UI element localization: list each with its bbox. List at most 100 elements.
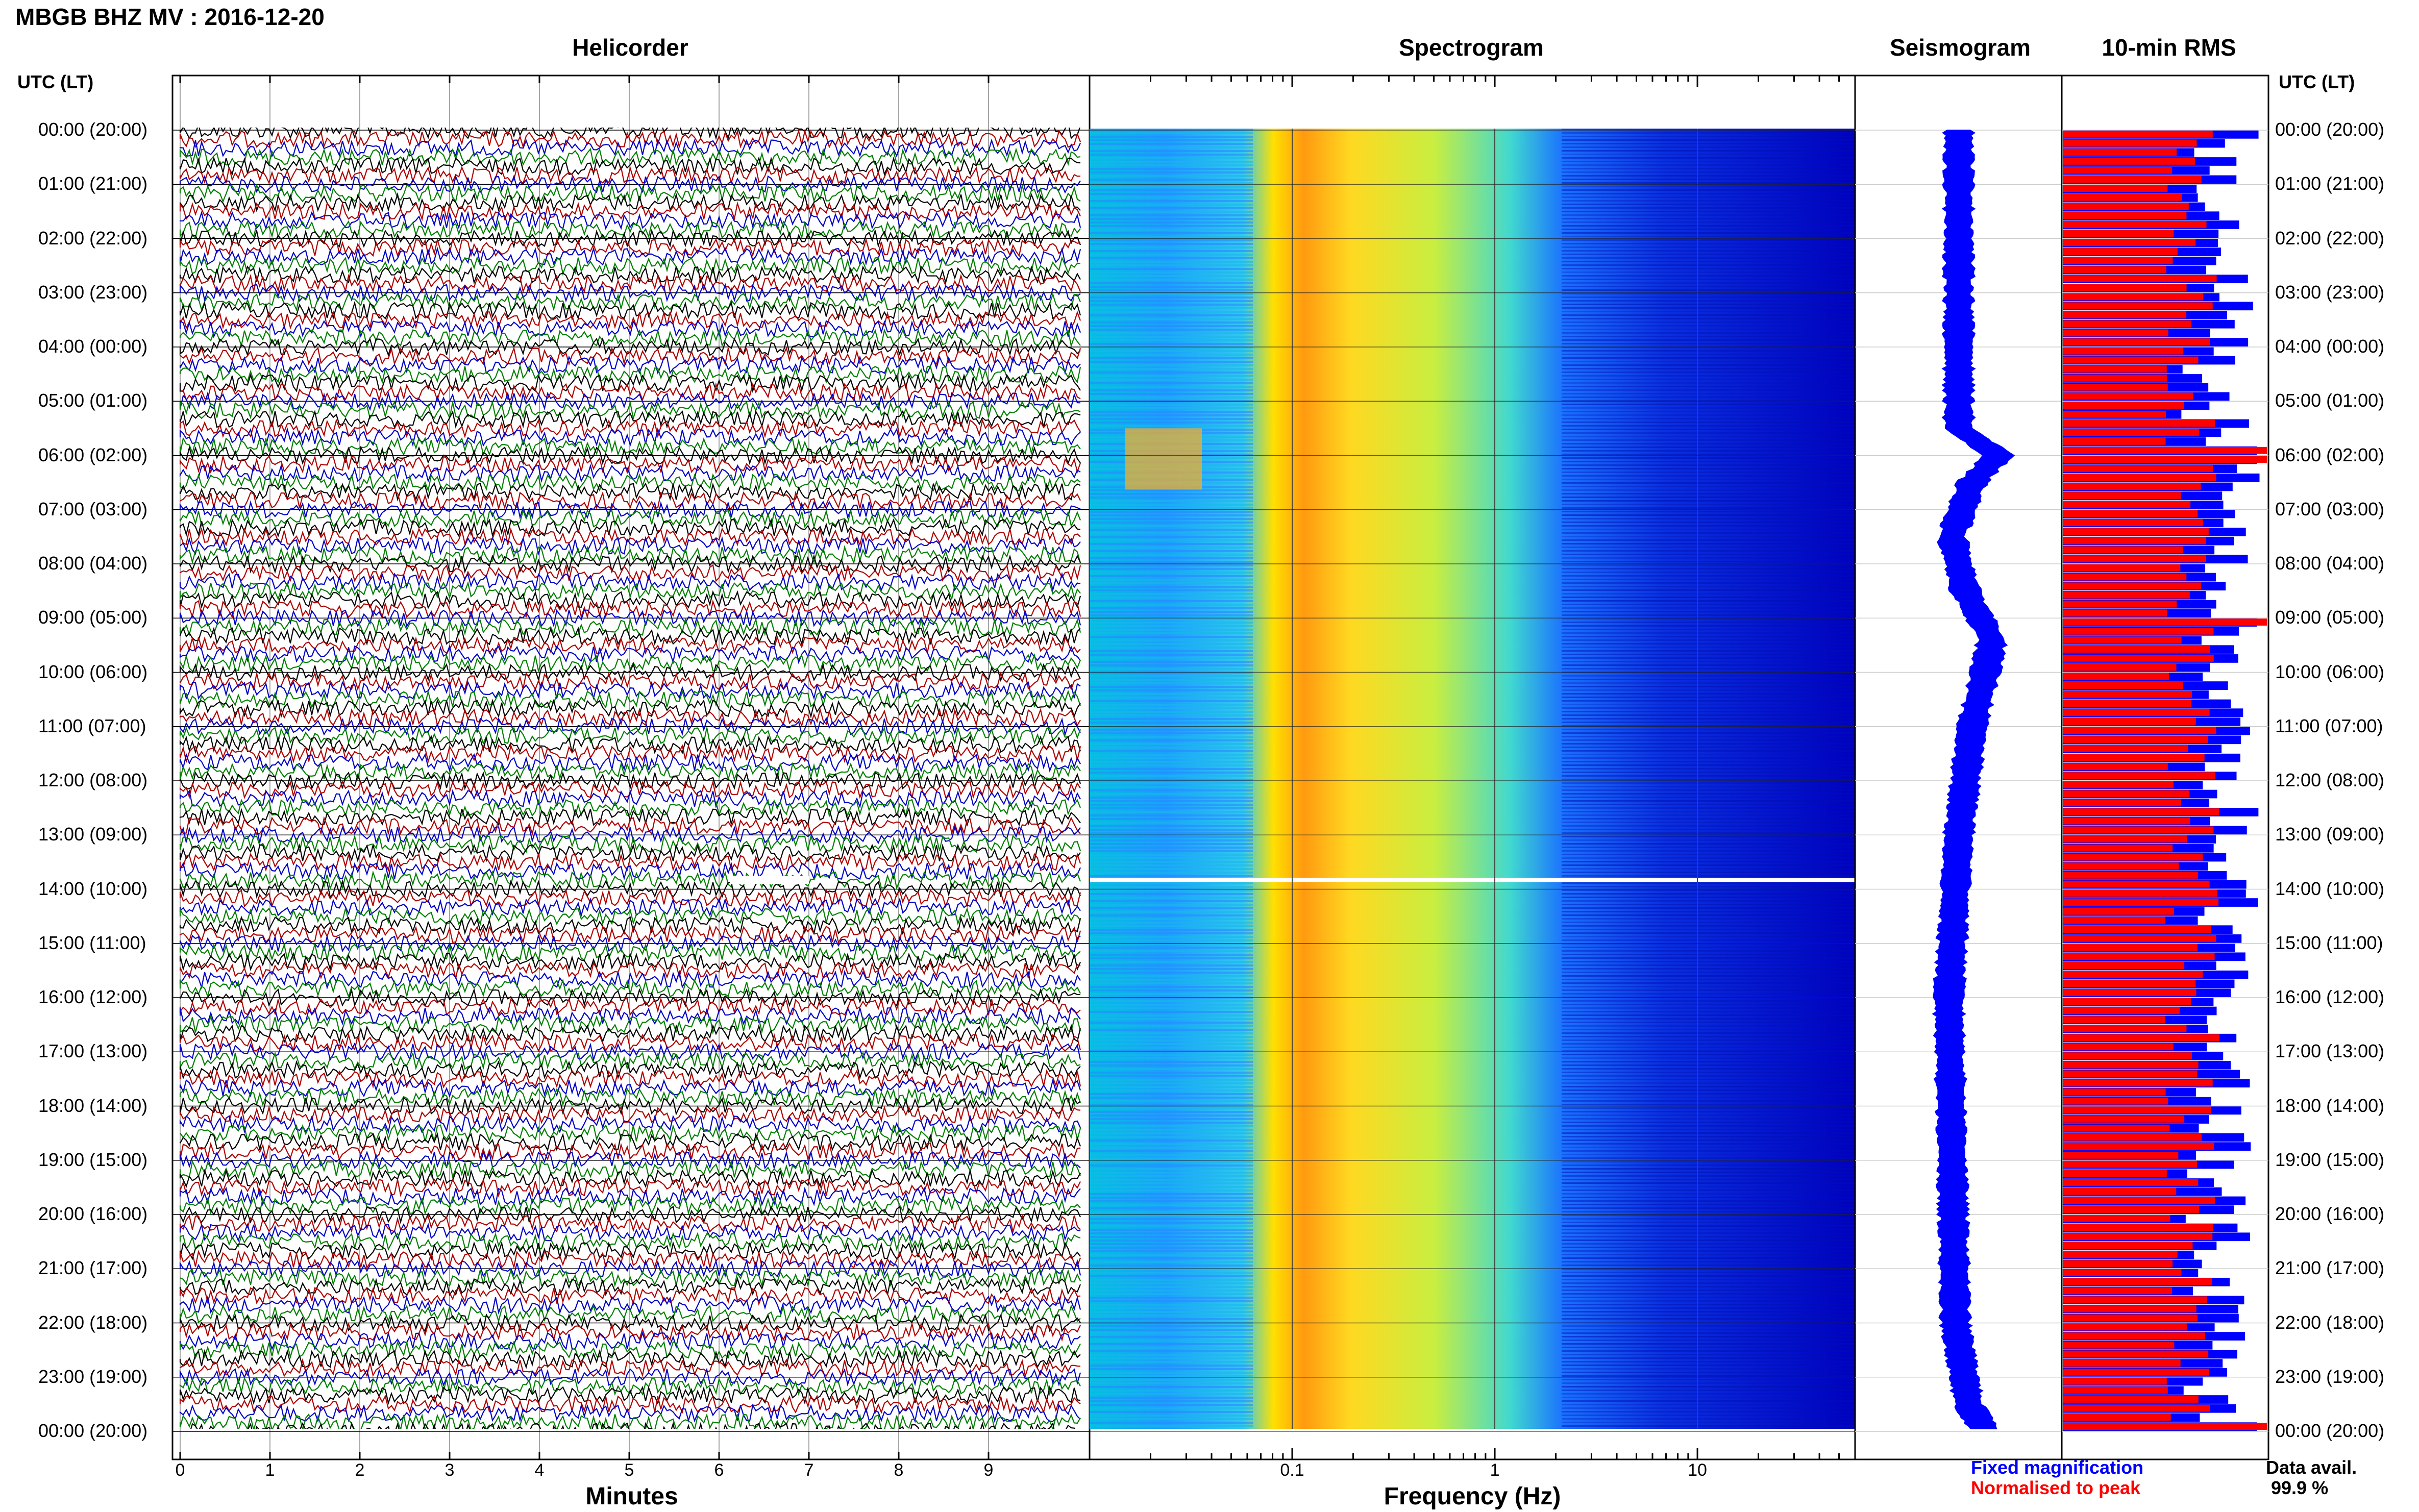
rms-bar-normalised [2063, 528, 2209, 535]
helicorder-trace [179, 1295, 1081, 1315]
helicorder-tick-label: 2 [355, 1460, 365, 1480]
helicorder-xlabel: Minutes [585, 1483, 678, 1510]
rms-bar-normalised [2063, 1332, 2205, 1340]
helicorder-trace [179, 653, 1081, 674]
rms-grid [2062, 130, 2268, 1432]
rms-bar-normalised [2063, 176, 2202, 183]
helicorder-trace [179, 743, 1081, 764]
spectrogram-xlabel: Frequency (Hz) [1384, 1483, 1561, 1510]
time-label-left: 02:00 (22:00) [38, 227, 148, 249]
rms-bar-normalised [2063, 483, 2201, 490]
rms-bar-normalised [2063, 980, 2196, 987]
helicorder-trace [179, 418, 1081, 438]
time-label-left: 13:00 (09:00) [38, 824, 148, 845]
helicorder-trace [179, 716, 1081, 737]
rms-bar-normalised [2063, 1007, 2180, 1014]
rms-bar-normalised [2063, 907, 2174, 915]
time-label-right: 16:00 (12:00) [2275, 986, 2385, 1007]
rms-bar-normalised [2063, 185, 2168, 192]
helicorder-trace [179, 318, 1081, 339]
helicorder-trace [179, 1367, 1081, 1387]
time-label-right: 03:00 (23:00) [2275, 281, 2385, 303]
rms-bar-normalised [2063, 844, 2173, 852]
helicorder-trace [179, 1132, 1081, 1152]
helicorder-trace [179, 617, 1081, 637]
helicorder-trace [179, 563, 1081, 583]
helicorder-trace [179, 1394, 1081, 1415]
time-label-left: 10:00 (06:00) [38, 661, 148, 682]
rms-bar-normalised [2063, 916, 2166, 924]
helicorder-trace [180, 536, 1081, 556]
helicorder-trace [179, 373, 1081, 393]
helicorder-trace [179, 635, 1081, 655]
spectrogram-tick-label: 1 [1490, 1460, 1500, 1480]
helicorder-trace [179, 1186, 1081, 1207]
rms-bar-normalised [2063, 935, 2216, 942]
rms-bar-normalised [2063, 1359, 2181, 1367]
helicorder-trace [180, 1124, 1081, 1144]
rms-bar-normalised [2063, 148, 2177, 156]
helicorder-traces [179, 128, 1081, 1429]
helicorder-trace [179, 672, 1081, 691]
time-label-right: 14:00 (10:00) [2275, 878, 2385, 899]
time-axis-header-right: UTC (LT) [2279, 71, 2355, 92]
rms-bar-normalised [2063, 158, 2195, 165]
time-label-right: 01:00 (21:00) [2275, 173, 2385, 194]
spectrogram-tick-label: 10 [1688, 1460, 1707, 1480]
rms-bar-normalised [2063, 456, 2267, 463]
helicorder-tick-label: 8 [894, 1460, 904, 1480]
rms-bar-normalised [2063, 1034, 2220, 1042]
helicorder-trace [179, 201, 1081, 221]
rms-bar-normalised [2063, 998, 2191, 1005]
helicorder-trace [179, 789, 1081, 809]
helicorder-trace [179, 256, 1081, 276]
helicorder-trace [179, 1258, 1081, 1279]
rms-bar-normalised [2063, 1369, 2209, 1376]
rms-bar-normalised [2063, 872, 2198, 879]
seismogram-envelope [1932, 130, 2015, 1429]
time-label-right: 18:00 (14:00) [2275, 1095, 2385, 1116]
time-label-left: 01:00 (21:00) [38, 173, 148, 194]
helicorder-trace [179, 1268, 1081, 1288]
rms-bar-normalised [2063, 365, 2167, 373]
rms-bar-normalised [2063, 1260, 2173, 1268]
rms-bar-normalised [2063, 257, 2173, 264]
helicorder-trace [179, 599, 1081, 619]
helicorder-trace [179, 409, 1081, 429]
rms-bar-normalised [2063, 1278, 2212, 1285]
rms-bar-normalised [2063, 447, 2267, 454]
helicorder-trace [179, 210, 1081, 231]
rms-bar-normalised [2063, 429, 2200, 436]
time-label-right: 22:00 (18:00) [2275, 1311, 2385, 1333]
spectrogram-title: Spectrogram [1399, 34, 1544, 61]
rms-bar-normalised [2063, 1097, 2168, 1105]
rms-bar-normalised [2063, 573, 2187, 581]
rms-bar-normalised [2063, 899, 2219, 906]
rms-bar-normalised [2063, 745, 2188, 752]
time-label-right: 10:00 (06:00) [2275, 661, 2385, 682]
time-label-right: 17:00 (13:00) [2275, 1040, 2385, 1062]
helicorder-trace [179, 490, 1081, 511]
time-label-left: 05:00 (01:00) [38, 390, 148, 411]
helicorder-tick-label: 0 [175, 1460, 185, 1480]
rms-bar-normalised [2063, 474, 2216, 481]
rms-bar-normalised [2063, 203, 2189, 210]
helicorder-trace [179, 1177, 1081, 1198]
helicorder-trace [179, 445, 1081, 465]
rms-bar-normalised [2063, 555, 2206, 562]
seismogram-title: Seismogram [1889, 34, 2031, 61]
time-label-left: 16:00 (12:00) [38, 986, 148, 1007]
rms-bar-normalised [2063, 736, 2208, 743]
time-label-left: 00:00 (20:00) [38, 119, 148, 140]
helicorder-trace [179, 482, 1081, 502]
helicorder-gap [730, 876, 809, 884]
rms-bar-normalised [2063, 1187, 2177, 1195]
time-label-left: 23:00 (19:00) [38, 1366, 148, 1387]
helicorder-trace [179, 1403, 1081, 1423]
rms-bar-normalised [2063, 139, 2197, 147]
helicorder-trace [179, 915, 1081, 936]
time-label-left: 15:00 (11:00) [38, 932, 146, 953]
rms-bar-normalised [2063, 1251, 2178, 1258]
time-label-right: 12:00 (08:00) [2275, 770, 2385, 790]
helicorder-trace [179, 517, 1081, 538]
